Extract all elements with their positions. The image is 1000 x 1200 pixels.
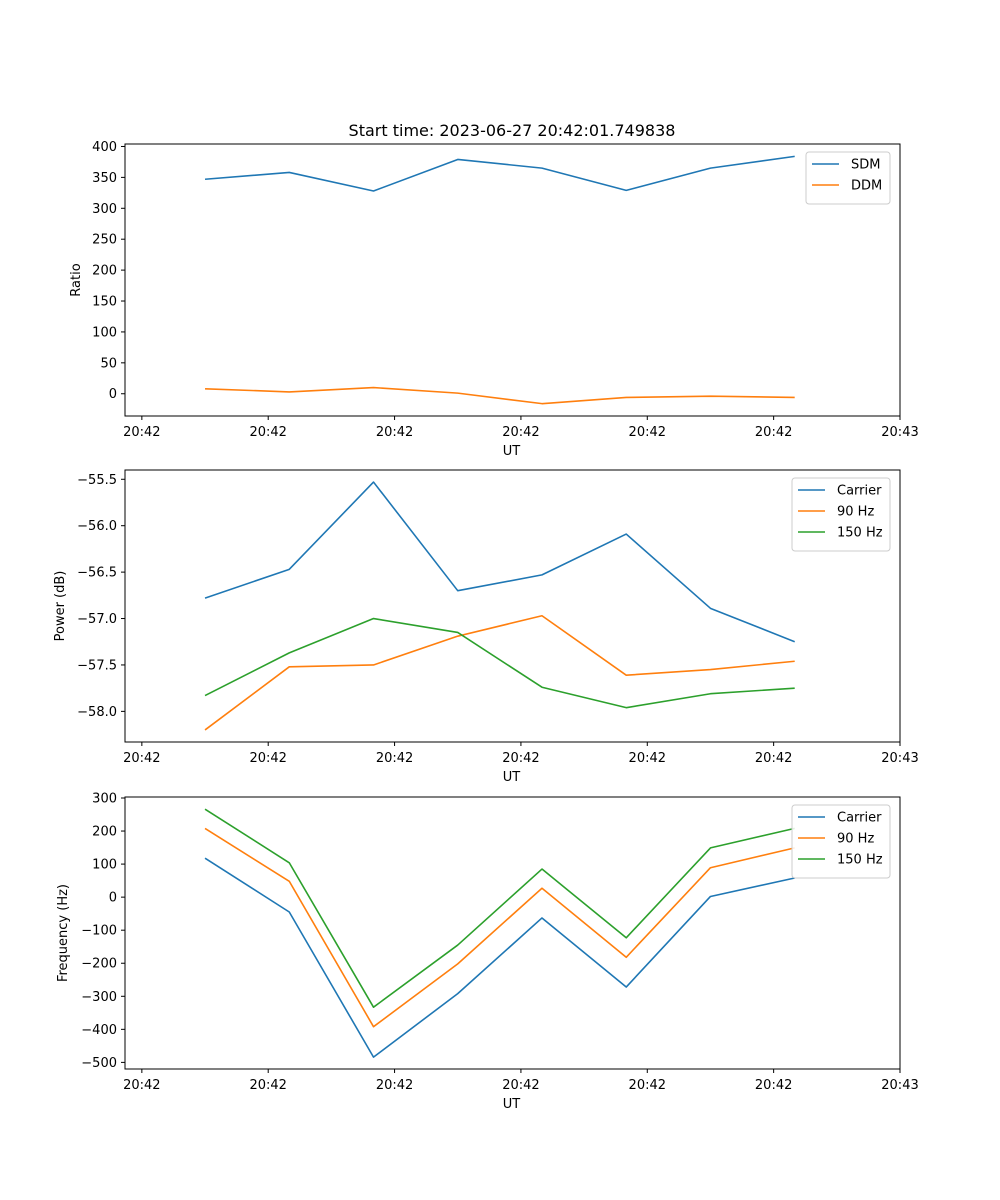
y-tick-label: −500 xyxy=(81,1056,117,1071)
y-tick-label: −56.5 xyxy=(77,566,117,581)
y-tick-label: 0 xyxy=(109,891,117,906)
x-tick-label: 20:42 xyxy=(249,425,286,440)
series-line-2-1 xyxy=(204,481,795,643)
y-tick-label: 200 xyxy=(92,825,117,840)
y-tick-label: 400 xyxy=(92,140,117,155)
legend-label: 90 Hz xyxy=(837,505,874,520)
y-tick-label: 0 xyxy=(109,387,117,402)
y-tick-label: 300 xyxy=(92,202,117,217)
axes-frame-2 xyxy=(124,469,901,743)
panel-3: 20:42 20:42 20:42 20:42 20:42 20:42 20:43 −500 −… xyxy=(56,791,919,1112)
legend-label: SDM xyxy=(851,158,880,173)
x-tick-label: 20:42 xyxy=(629,751,666,766)
legend-label: 150 Hz xyxy=(837,526,883,541)
x-tick-label: 20:42 xyxy=(123,1078,160,1093)
legend-label: Carrier xyxy=(837,811,882,826)
series-line-3-3 xyxy=(204,808,795,1009)
y-tick-label: 250 xyxy=(92,233,117,248)
legend-label: 150 Hz xyxy=(837,853,883,868)
legend-label: Carrier xyxy=(837,484,882,499)
y-tick-label: 200 xyxy=(92,264,117,279)
legend-box-1 xyxy=(805,151,891,205)
series-line-1-1 xyxy=(204,155,795,192)
series-line-1-2 xyxy=(205,386,795,405)
y-tick-label: −300 xyxy=(81,990,117,1005)
y-tick-label: −55.5 xyxy=(77,473,117,488)
x-tick-label: 20:42 xyxy=(502,1078,539,1093)
y-tick-label: 100 xyxy=(92,325,117,340)
x-tick-label: 20:42 xyxy=(123,425,160,440)
panel-2: 20:42 20:42 20:42 20:42 20:42 20:42 20:43 −58.0… xyxy=(53,469,919,785)
y-tick-label: 300 xyxy=(92,791,117,806)
x-axis-label: UT xyxy=(503,770,521,785)
x-axis-label: UT xyxy=(503,444,521,459)
figure-title: Start time: 2023-06-27 20:42:01.749838 xyxy=(349,121,676,140)
y-tick-label: 100 xyxy=(92,858,117,873)
x-tick-label: 20:42 xyxy=(502,751,539,766)
y-axis-label: Frequency (Hz) xyxy=(56,884,71,982)
legend-label: 90 Hz xyxy=(837,832,874,847)
y-axis-label: Ratio xyxy=(69,263,84,296)
x-tick-label: 20:42 xyxy=(376,751,413,766)
chart-panels: 20:42 20:42 20:42 20:42 20:42 20:42 20:43 0 50 10… xyxy=(53,140,919,1112)
y-tick-label: −57.5 xyxy=(77,658,117,673)
y-tick-label: −100 xyxy=(81,924,117,939)
series-line-2-3 xyxy=(204,617,795,709)
x-tick-label: 20:42 xyxy=(755,425,792,440)
legend-label: DDM xyxy=(851,179,882,194)
y-tick-label: −200 xyxy=(81,957,117,972)
y-tick-label: 350 xyxy=(92,171,117,186)
y-tick-label: −58.0 xyxy=(77,705,117,720)
y-tick-label: −56.0 xyxy=(77,519,117,534)
x-tick-label: 20:42 xyxy=(755,751,792,766)
x-tick-label: 20:42 xyxy=(376,1078,413,1093)
x-tick-label: 20:43 xyxy=(881,751,918,766)
axes-frame-1 xyxy=(124,143,901,417)
y-axis-label: Power (dB) xyxy=(53,571,68,642)
y-tick-label: −400 xyxy=(81,1023,117,1038)
series-line-3-2 xyxy=(204,827,795,1028)
series-line-3-1 xyxy=(204,857,795,1058)
x-axis-label: UT xyxy=(503,1097,521,1112)
axes-frame-3 xyxy=(124,796,901,1070)
x-tick-label: 20:43 xyxy=(881,1078,918,1093)
x-tick-label: 20:42 xyxy=(123,751,160,766)
x-tick-label: 20:42 xyxy=(629,425,666,440)
panel-1: 20:42 20:42 20:42 20:42 20:42 20:42 20:43 0 50 10… xyxy=(69,140,919,459)
series-line-2-2 xyxy=(204,614,795,731)
x-tick-label: 20:42 xyxy=(629,1078,666,1093)
y-tick-label: −57.0 xyxy=(77,612,117,627)
x-tick-label: 20:42 xyxy=(755,1078,792,1093)
y-tick-label: 150 xyxy=(92,295,117,310)
x-tick-label: 20:43 xyxy=(881,425,918,440)
x-tick-label: 20:42 xyxy=(376,425,413,440)
x-tick-label: 20:42 xyxy=(502,425,539,440)
y-tick-label: 50 xyxy=(100,356,117,371)
x-tick-label: 20:42 xyxy=(249,1078,286,1093)
x-tick-label: 20:42 xyxy=(249,751,286,766)
